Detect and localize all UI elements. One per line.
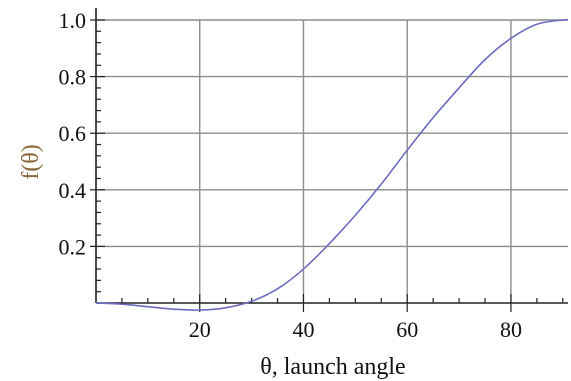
x-tick-label: 80	[500, 317, 522, 342]
x-tick-label: 40	[292, 317, 314, 342]
axes	[90, 8, 568, 312]
x-axis-label: θ, launch angle	[260, 354, 405, 380]
y-tick-label: 0.4	[59, 178, 87, 203]
x-tick-label: 60	[396, 317, 418, 342]
series-line	[95, 18, 569, 311]
tick-labels: 20 40 60 80 0.2 0.4 0.6 0.8 1.0	[59, 8, 522, 342]
y-axis-label: f(θ)	[18, 144, 44, 179]
grid	[96, 19, 568, 303]
y-tick-label: 0.2	[59, 234, 87, 259]
x-tick-label: 20	[189, 317, 211, 342]
y-tick-label: 0.8	[59, 65, 87, 90]
y-tick-label: 1.0	[59, 8, 87, 33]
y-tick-label: 0.6	[59, 121, 87, 146]
series	[95, 18, 569, 311]
